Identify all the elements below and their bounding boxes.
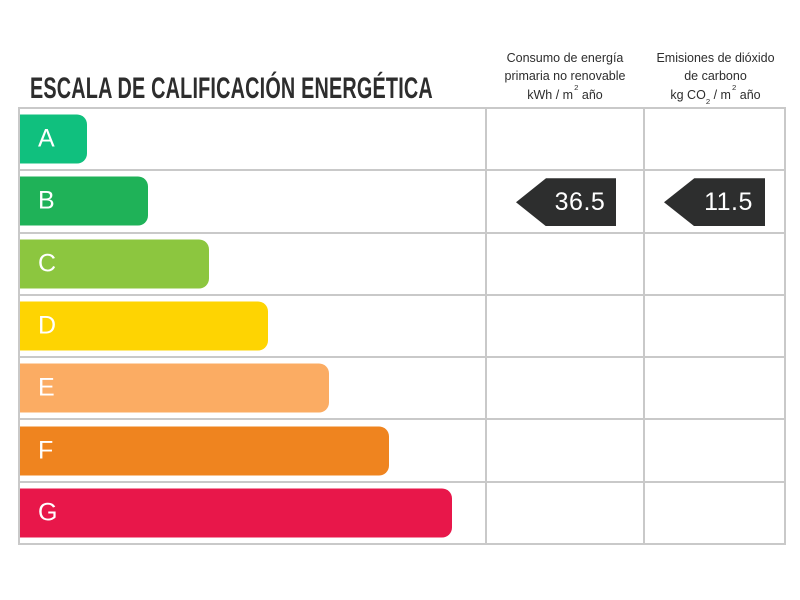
grade-letter: C: [38, 249, 57, 278]
page-title: ESCALA DE CALIFICACIÓN ENERGÉTICA: [30, 72, 433, 106]
consumption-column-header: Consumo de energía primaria no renovable…: [486, 50, 644, 104]
consumption-value: 36.5: [554, 187, 606, 216]
grade-bar: G: [20, 488, 452, 538]
grade-letter: A: [38, 124, 55, 153]
subscript-2: 2: [705, 97, 711, 107]
column-divider-emissions: [643, 109, 645, 543]
grade-letter: F: [38, 436, 54, 465]
value-arrow-consumption: 36.5: [516, 178, 616, 227]
consumption-unit-text: kWh / m: [527, 87, 574, 102]
rating-rows: A B 36.5 11.5 C: [20, 109, 784, 543]
consumption-header-unit: kWh / m2 año: [486, 82, 644, 105]
emissions-header-line2: de carbono: [684, 68, 747, 83]
superscript-2: 2: [574, 82, 579, 92]
emissions-unit-text: kg CO: [670, 87, 706, 102]
scale-row-d: D: [20, 296, 784, 359]
grade-letter: E: [38, 373, 55, 402]
grade-bar: D: [20, 301, 268, 351]
consumption-header-line2: primaria no renovable: [504, 68, 626, 83]
grade-letter: B: [38, 186, 55, 215]
emissions-header-unit: kg CO2 / m2 año: [638, 82, 793, 107]
scale-row-a: A: [20, 109, 784, 172]
emissions-header-line1: Emisiones de dióxido: [656, 51, 775, 65]
column-divider-consumption: [485, 109, 487, 543]
grade-letter: G: [38, 498, 58, 527]
emissions-column-header: Emisiones de dióxido de carbono kg CO2 /…: [638, 50, 793, 107]
scale-row-g: G: [20, 483, 784, 543]
grade-letter: D: [38, 311, 57, 340]
grade-bar: A: [20, 114, 87, 164]
grade-bar: E: [20, 363, 329, 413]
grade-bar: C: [20, 239, 209, 289]
scale-row-c: C: [20, 234, 784, 296]
scale-row-f: F: [20, 420, 784, 483]
grade-bar: B: [20, 176, 148, 226]
consumption-header-line1: Consumo de energía: [506, 51, 624, 65]
superscript-2: 2: [731, 82, 737, 92]
grade-bar: F: [20, 426, 389, 476]
consumption-unit-suffix: año: [578, 87, 603, 102]
scale-row-b: B 36.5 11.5: [20, 171, 784, 234]
rating-table: A B 36.5 11.5 C: [18, 107, 786, 545]
value-arrow-emissions: 11.5: [664, 178, 765, 227]
emissions-unit-suffix: año: [736, 87, 761, 102]
emissions-unit-mid: / m: [710, 87, 731, 102]
emissions-value: 11.5: [704, 187, 753, 216]
scale-row-e: E: [20, 358, 784, 421]
